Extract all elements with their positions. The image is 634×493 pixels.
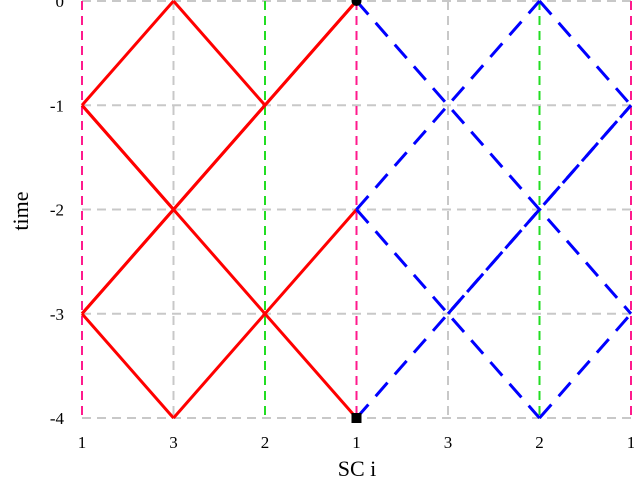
y-tick-label: -1 xyxy=(50,96,64,115)
vertical-reference-lines xyxy=(81,1,632,418)
dashed-segment xyxy=(446,104,633,315)
y-tick-label: -2 xyxy=(50,201,64,220)
solid-segment xyxy=(80,312,175,419)
markers xyxy=(351,0,362,423)
dashed-segment xyxy=(355,0,541,211)
y-tick-label: -4 xyxy=(50,409,65,428)
dashed-segment xyxy=(538,0,633,107)
dashed-segment xyxy=(355,208,541,419)
solid-segment xyxy=(80,208,175,315)
solid-segment xyxy=(172,0,267,107)
solid-segment xyxy=(172,208,358,419)
y-axis-label: time xyxy=(8,191,33,230)
solid-series xyxy=(80,0,358,419)
dashed-series xyxy=(355,0,633,419)
y-tick-label: -3 xyxy=(50,305,64,324)
x-tick-label: 3 xyxy=(169,433,178,452)
marker-square xyxy=(351,413,362,423)
solid-segment xyxy=(80,104,175,211)
x-tick-label: 2 xyxy=(535,433,544,452)
x-tick-label: 3 xyxy=(444,433,453,452)
dashed-segment xyxy=(538,312,633,419)
dashed-segment xyxy=(355,0,633,315)
x-tick-labels: 1 3 2 1 3 2 1 xyxy=(78,433,634,452)
y-tick-label: 0 xyxy=(56,0,65,11)
x-tick-label: 1 xyxy=(78,433,87,452)
x-tick-label: 1 xyxy=(627,433,634,452)
x-axis-label: SC i xyxy=(338,456,377,481)
y-tick-labels: 0 -1 -2 -3 -4 xyxy=(50,0,65,428)
solid-segment xyxy=(80,0,175,107)
x-tick-label: 2 xyxy=(261,433,270,452)
marker-circle xyxy=(351,0,362,6)
x-tick-label: 1 xyxy=(352,433,361,452)
